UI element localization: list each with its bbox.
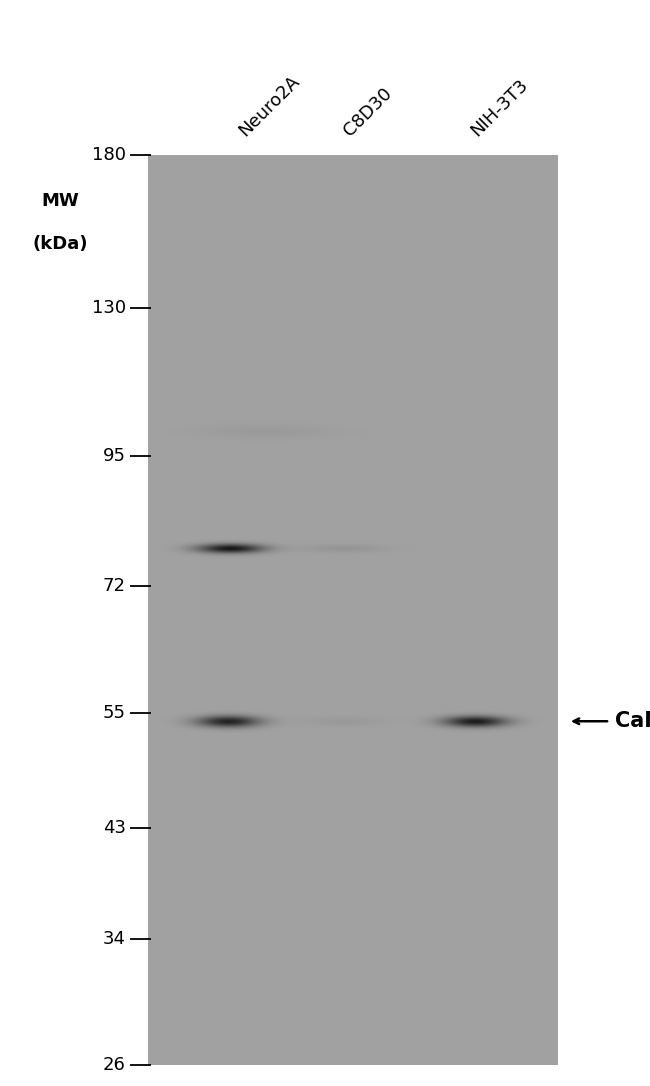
Text: 26: 26 xyxy=(103,1056,126,1074)
Text: MW: MW xyxy=(41,192,79,210)
Text: C8D30: C8D30 xyxy=(340,85,396,140)
Text: 43: 43 xyxy=(103,819,126,837)
Text: 55: 55 xyxy=(103,704,126,721)
Text: CaMKII: CaMKII xyxy=(615,711,650,731)
Text: NIH-3T3: NIH-3T3 xyxy=(467,76,532,140)
Text: 72: 72 xyxy=(103,577,126,595)
Text: 95: 95 xyxy=(103,446,126,465)
Text: 180: 180 xyxy=(92,146,126,164)
Text: 34: 34 xyxy=(103,930,126,948)
Text: Neuro2A: Neuro2A xyxy=(235,72,303,140)
Text: 130: 130 xyxy=(92,299,126,317)
Text: (kDa): (kDa) xyxy=(32,235,88,253)
